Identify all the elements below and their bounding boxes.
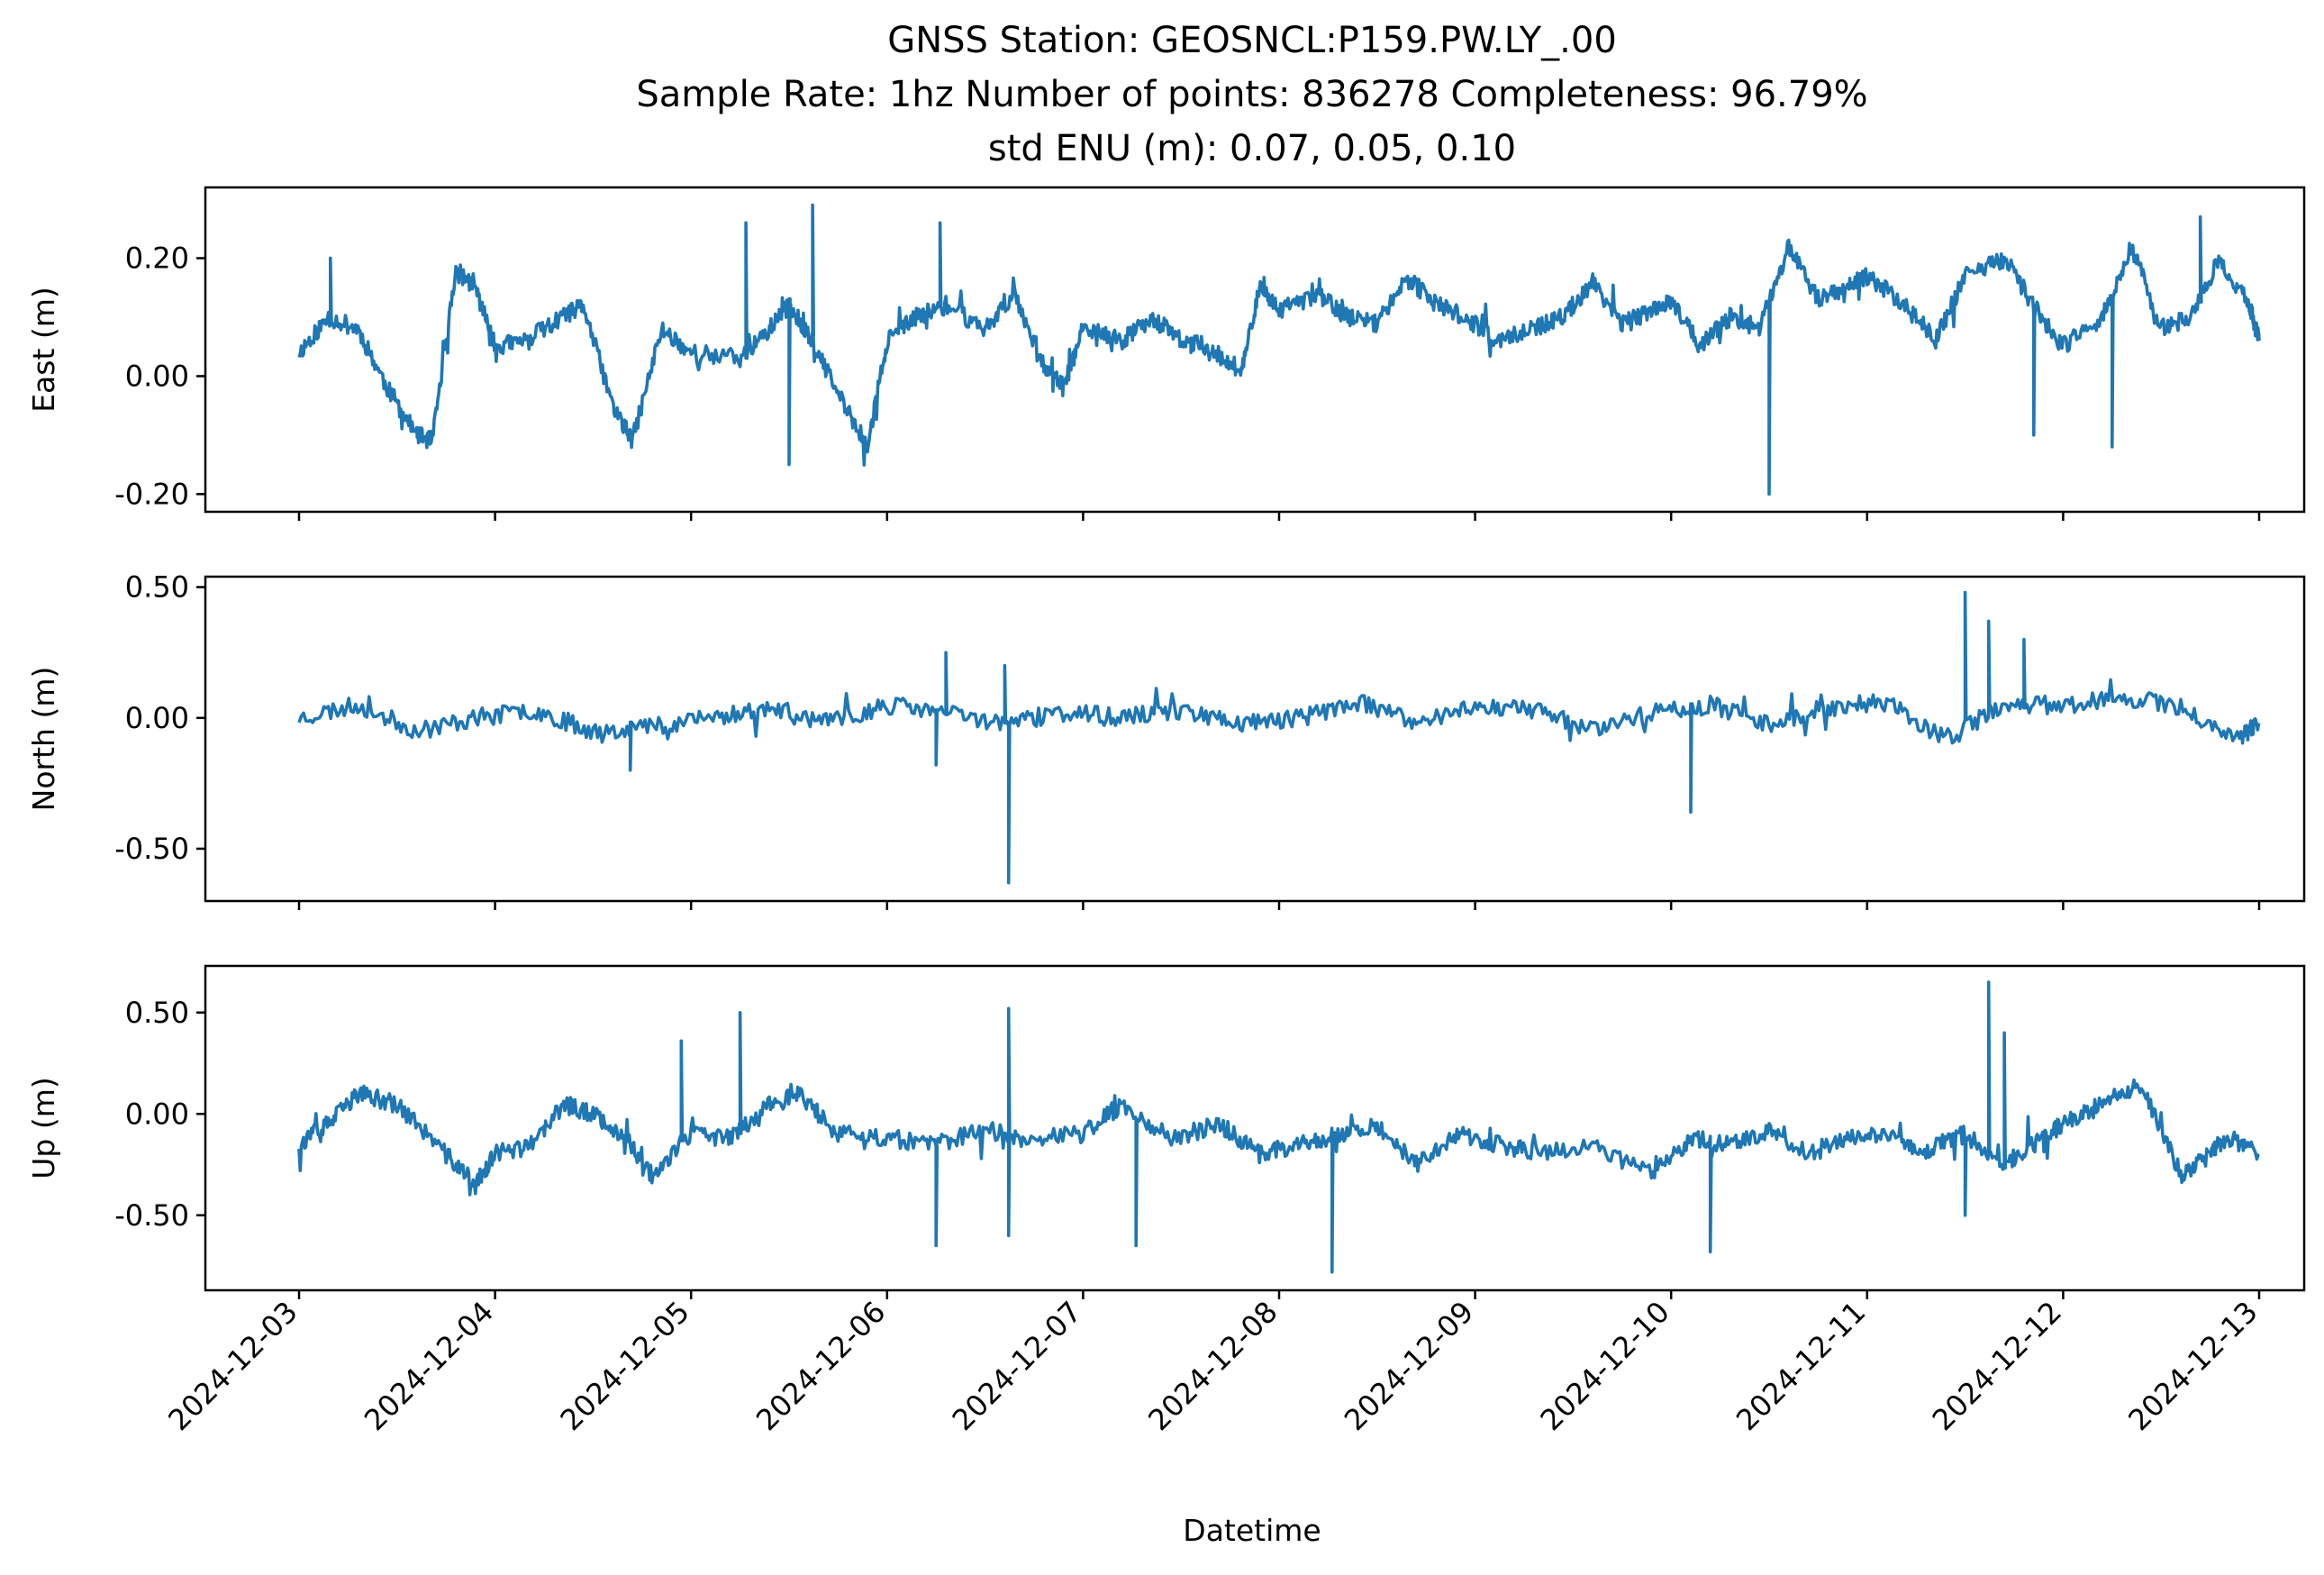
east-y-tick-label: 0.20 [125, 241, 189, 276]
north-y-tick-label: 0.00 [125, 701, 189, 735]
east-y-tick-label: 0.00 [125, 359, 189, 393]
north-y-tick-label: -0.50 [114, 832, 189, 866]
north-y-tick-label: 0.50 [125, 570, 189, 605]
east-plot-frame [204, 186, 2306, 514]
up-plot-frame [204, 964, 2306, 1292]
east-y-tick-label: -0.20 [114, 477, 189, 511]
up-y-tick-label: 0.50 [125, 996, 189, 1030]
east-series-line [297, 203, 2261, 496]
east-panel: 0.20 0.00 -0.20 East (m) [26, 186, 2306, 521]
figure-title-line-3: std ENU (m): 0.07, 0.05, 0.10 [988, 128, 1516, 169]
figure-title-line-1: GNSS Station: GEOSNCL:P159.PW.LY_.00 [887, 20, 1617, 61]
up-y-tick-label: 0.00 [125, 1097, 189, 1131]
north-plot-frame [204, 575, 2306, 903]
up-series-line [297, 980, 2260, 1274]
north-panel: 0.50 0.00 -0.50 North (m) [26, 570, 2306, 910]
north-y-axis-label: North (m) [26, 667, 61, 812]
up-y-axis-label: Up (m) [26, 1077, 61, 1179]
east-y-axis-label: East (m) [26, 287, 61, 413]
x-axis-label: Datetime [1183, 1513, 1321, 1548]
figure-title-line-2: Sample Rate: 1hz Number of points: 83627… [636, 74, 1867, 115]
north-series-line [297, 590, 2261, 885]
up-y-tick-label: -0.50 [114, 1198, 189, 1233]
